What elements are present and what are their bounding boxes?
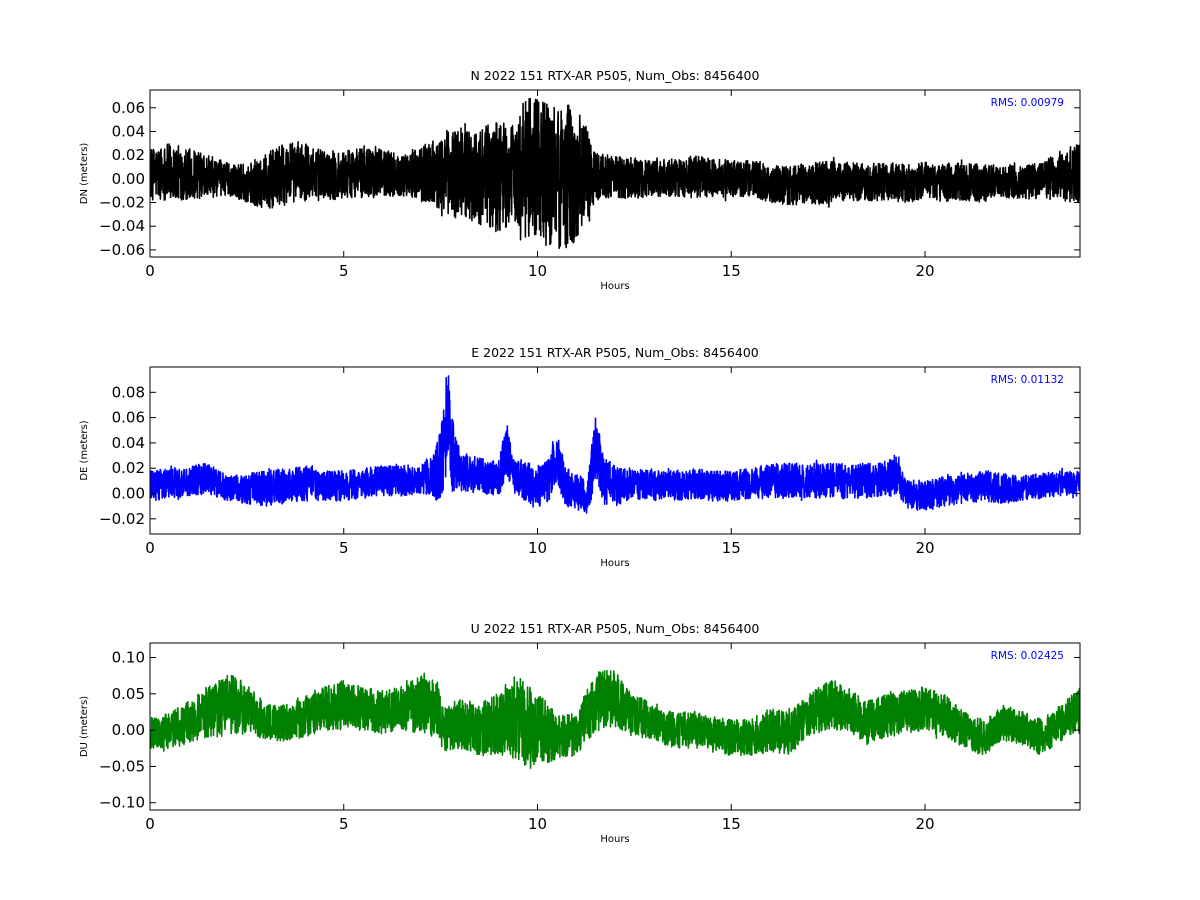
east-plot-area [150, 367, 1080, 534]
north-ytick-label: −0.06 [99, 241, 145, 259]
east-xtick-label: 15 [722, 539, 741, 557]
east-ytick-label: 0.00 [112, 485, 145, 503]
up-chart-title: U 2022 151 RTX-AR P505, Num_Obs: 8456400 [471, 621, 760, 636]
east-rms-annotation: RMS: 0.01132 [991, 374, 1064, 386]
north-y-axis-label: DN (meters) [79, 143, 90, 205]
up-ytick-label: −0.05 [99, 757, 145, 775]
up-ytick-label: −0.10 [99, 794, 145, 812]
north-xtick-label: 5 [339, 262, 349, 280]
subplot-up: 0 5 10 15 20 −0.10 −0.05 0.00 0.05 0.10 U 2022 151… [79, 621, 1081, 845]
up-xtick-label: 15 [722, 815, 741, 833]
east-axes-frame [149, 366, 1081, 535]
north-ytick-label: 0.06 [112, 99, 145, 117]
up-ytick-label: 0.05 [112, 685, 145, 703]
up-series-line [150, 669, 1080, 769]
north-ytick-label: −0.02 [99, 194, 145, 212]
subplot-north: 0 5 10 15 20 −0.06 −0.04 −0.02 0.00 0.02 0.04 0.06 N… [79, 68, 1081, 292]
up-xtick-label: 0 [145, 815, 155, 833]
east-chart-title: E 2022 151 RTX-AR P505, Num_Obs: 8456400 [471, 345, 759, 360]
up-xtick-label: 10 [528, 815, 547, 833]
east-ytick-label: −0.02 [99, 510, 145, 528]
north-ytick-label: 0.02 [112, 146, 145, 164]
east-xtick-label: 5 [339, 539, 349, 557]
up-ytick-label: 0.00 [112, 721, 145, 739]
east-ytick-label: 0.02 [112, 459, 145, 477]
north-chart-title: N 2022 151 RTX-AR P505, Num_Obs: 8456400 [471, 68, 760, 83]
north-axes-frame [149, 89, 1081, 258]
east-xtick-label: 0 [145, 539, 155, 557]
east-ytick-label: 0.04 [112, 434, 145, 452]
up-ytick-label: 0.10 [112, 649, 145, 667]
north-xtick-label: 10 [528, 262, 547, 280]
north-ytick-label: −0.04 [99, 217, 145, 235]
north-series-line [150, 97, 1080, 250]
east-xtick-label: 10 [528, 539, 547, 557]
up-xtick-label: 5 [339, 815, 349, 833]
east-ytick-label: 0.06 [112, 409, 145, 427]
east-ytick-label: 0.08 [112, 383, 145, 401]
east-y-axis-label: DE (meters) [79, 420, 90, 480]
up-axes-frame [149, 642, 1081, 811]
north-x-axis-label: Hours [600, 281, 629, 292]
subplot-east: 0 5 10 15 20 −0.02 0.00 0.02 0.04 0.06 0.08 E 2022 … [79, 345, 1081, 569]
north-ytick-label: 0.04 [112, 122, 145, 140]
east-xtick-label: 20 [915, 539, 934, 557]
north-xtick-label: 20 [915, 262, 934, 280]
north-ytick-label: 0.00 [112, 170, 145, 188]
up-xtick-label: 20 [915, 815, 934, 833]
east-x-axis-label: Hours [600, 558, 629, 569]
up-y-axis-label: DU (meters) [79, 696, 90, 757]
up-rms-annotation: RMS: 0.02425 [991, 650, 1064, 662]
north-xtick-label: 0 [145, 262, 155, 280]
north-rms-annotation: RMS: 0.00979 [991, 97, 1064, 109]
east-series-line [150, 375, 1080, 514]
north-xtick-label: 15 [722, 262, 741, 280]
up-x-axis-label: Hours [600, 834, 629, 845]
